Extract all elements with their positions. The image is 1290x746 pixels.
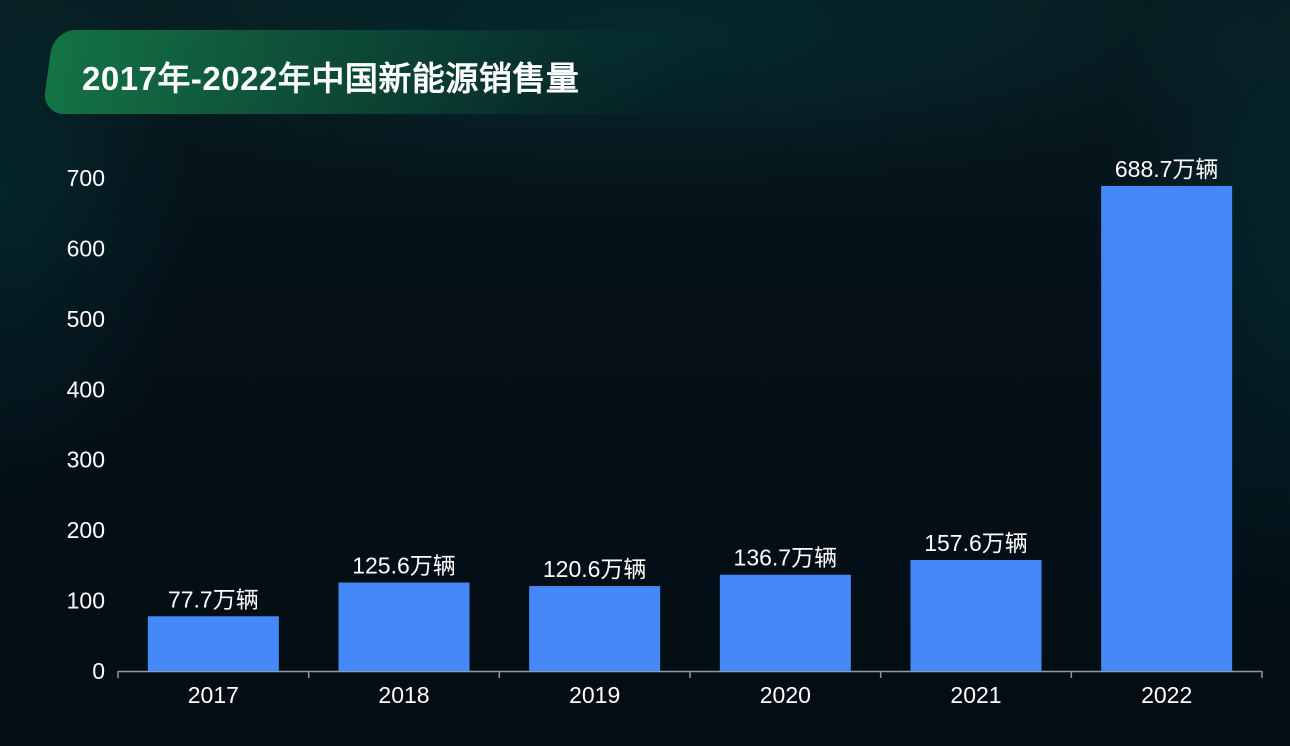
x-tick-label: 2020 bbox=[760, 682, 811, 708]
y-tick-label: 500 bbox=[67, 306, 105, 332]
y-tick-label: 700 bbox=[67, 165, 105, 191]
bar-2017 bbox=[147, 616, 279, 671]
y-tick-label: 200 bbox=[67, 517, 105, 543]
x-tick-label: 2018 bbox=[378, 682, 429, 708]
bars bbox=[147, 185, 1233, 671]
y-axis-ticks: 0 100 200 300 400 500 600 700 bbox=[67, 165, 105, 684]
data-label: 157.6万辆 bbox=[924, 530, 1028, 556]
y-tick-label: 300 bbox=[67, 447, 105, 473]
x-tick-label: 2021 bbox=[950, 682, 1001, 708]
y-tick-label: 100 bbox=[67, 588, 105, 614]
bar-2020 bbox=[719, 574, 851, 671]
y-tick-label: 600 bbox=[67, 235, 105, 261]
data-label: 136.7万辆 bbox=[734, 545, 838, 571]
bar-2022 bbox=[1101, 185, 1233, 671]
x-tick-label: 2017 bbox=[188, 682, 239, 708]
x-tick-label: 2022 bbox=[1141, 682, 1192, 708]
bar-2019 bbox=[529, 586, 661, 671]
data-label: 125.6万辆 bbox=[352, 553, 456, 579]
x-axis bbox=[117, 670, 1263, 678]
x-tick-label: 2019 bbox=[569, 682, 620, 708]
y-tick-label: 400 bbox=[67, 376, 105, 402]
data-label: 120.6万辆 bbox=[543, 556, 647, 582]
bar-2018 bbox=[338, 582, 470, 671]
y-tick-label: 0 bbox=[92, 658, 105, 684]
data-label: 688.7万辆 bbox=[1115, 156, 1219, 182]
data-labels: 77.7万辆 125.6万辆 120.6万辆 136.7万辆 157.6万辆 688.7万… bbox=[168, 156, 1218, 612]
bar-2021 bbox=[910, 560, 1042, 671]
data-label: 77.7万辆 bbox=[168, 586, 259, 612]
x-axis-labels: 2017 2018 2019 2020 2021 2022 bbox=[188, 682, 1193, 708]
chart-title: 2017年-2022年中国新能源销售量 bbox=[82, 60, 580, 97]
